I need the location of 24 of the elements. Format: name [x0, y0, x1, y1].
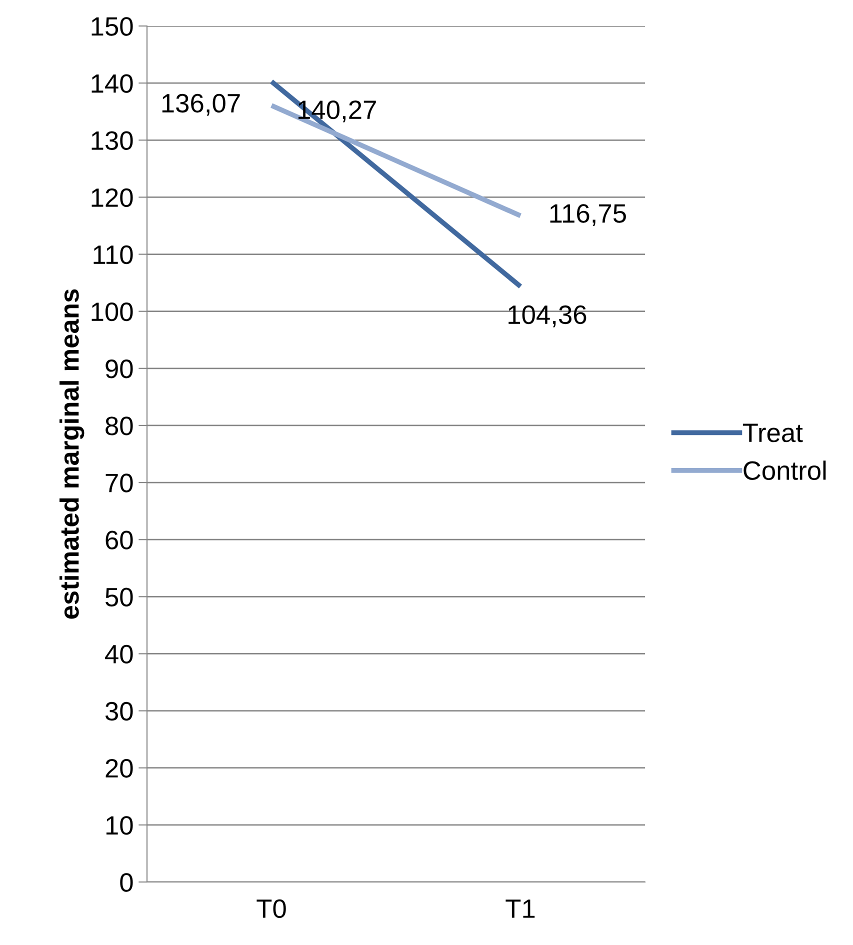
y-tick-label: 120: [92, 188, 133, 208]
y-tick-label: 0: [120, 873, 133, 892]
y-tick-label: 70: [106, 474, 133, 492]
y-tick-label: 50: [106, 588, 133, 606]
y-axis-title: estimated marginal means: [60, 289, 84, 619]
y-tick-label: 90: [106, 360, 133, 378]
y-tick-label: 40: [105, 644, 133, 664]
y-tick-label: 110: [94, 245, 133, 264]
y-tick-label: 150: [92, 17, 133, 36]
y-tick-label: 30: [105, 702, 133, 721]
legend-label: Treat: [742, 424, 803, 442]
y-tick-label: 100: [92, 302, 133, 322]
data-label: 136,07: [162, 94, 240, 116]
y-tick-label: 80: [106, 416, 133, 436]
y-tick-label: 130: [92, 131, 133, 150]
x-tick-label: T0: [256, 899, 286, 918]
y-tick-label: 60: [106, 530, 133, 550]
data-label: 116,75: [550, 204, 626, 226]
y-tick-label: 10: [106, 816, 133, 835]
data-label: 104,36: [508, 305, 586, 328]
y-tick-label: 20: [106, 759, 133, 778]
y-tick-label: 140: [92, 74, 133, 93]
x-tick-label: T1: [506, 900, 535, 918]
legend-label: Control: [744, 460, 826, 480]
